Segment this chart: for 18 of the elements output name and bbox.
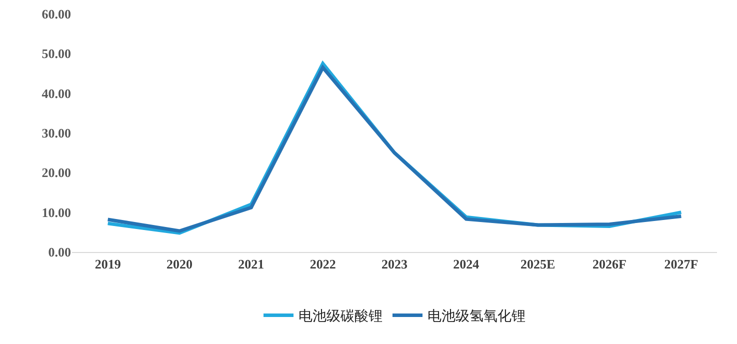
y-tick-label: 50.00 (42, 46, 71, 62)
x-tick-label: 2023 (382, 256, 408, 272)
y-tick-label: 60.00 (42, 6, 71, 22)
x-tick-label: 2020 (166, 256, 192, 272)
y-tick-label: 10.00 (42, 204, 71, 220)
legend-label: 电池级碳酸锂 (298, 308, 382, 325)
x-tick-label: 2027F (664, 256, 698, 272)
legend-label: 电池级氢氧化锂 (428, 308, 526, 325)
y-tick-label: 20.00 (42, 165, 71, 180)
y-tick-label: 30.00 (42, 126, 71, 141)
y-tick-label: 40.00 (42, 86, 71, 101)
x-tick-label: 2019 (94, 256, 122, 272)
x-tick-label: 2026F (592, 256, 627, 272)
x-tick-label: 2021 (238, 256, 264, 272)
x-tick-label: 2022 (310, 256, 336, 272)
y-tick-label: 0.00 (48, 244, 71, 260)
x-tick-label: 2025E (520, 256, 556, 272)
x-tick-label: 2024 (453, 256, 480, 272)
